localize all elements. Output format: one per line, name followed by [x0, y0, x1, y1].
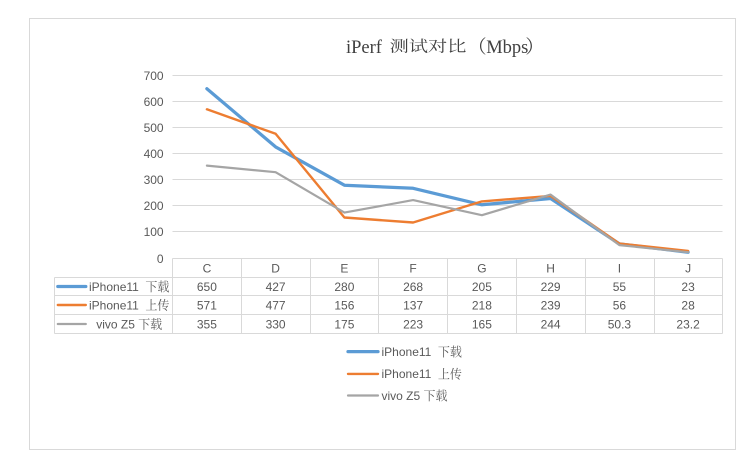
svg-text:G: G: [477, 261, 486, 275]
svg-text:vivo Z5: vivo Z5: [382, 389, 421, 403]
svg-text:400: 400: [144, 147, 164, 161]
svg-text:205: 205: [472, 280, 492, 294]
svg-text:300: 300: [144, 173, 164, 187]
svg-text:J: J: [685, 261, 691, 275]
svg-text:280: 280: [334, 280, 354, 294]
svg-text:355: 355: [197, 317, 217, 331]
svg-text:156: 156: [334, 298, 354, 312]
svg-text:200: 200: [144, 199, 164, 213]
svg-text:H: H: [546, 261, 555, 275]
svg-text:iPhone11: iPhone11: [382, 367, 432, 381]
svg-text:56: 56: [613, 298, 627, 312]
svg-text:50.3: 50.3: [608, 317, 632, 331]
svg-text:Mbps: Mbps: [486, 38, 528, 58]
svg-text:F: F: [409, 261, 416, 275]
svg-text:571: 571: [197, 298, 217, 312]
svg-text:650: 650: [197, 280, 217, 294]
svg-text:427: 427: [266, 280, 286, 294]
svg-text:175: 175: [334, 317, 354, 331]
svg-text:iPhone11: iPhone11: [89, 298, 139, 312]
svg-text:D: D: [271, 261, 280, 275]
svg-text:55: 55: [613, 280, 627, 294]
svg-text:0: 0: [157, 252, 164, 266]
svg-text:600: 600: [144, 95, 164, 109]
svg-text:iPerf: iPerf: [346, 38, 383, 58]
svg-text:239: 239: [541, 298, 561, 312]
svg-text:C: C: [203, 261, 212, 275]
svg-text:223: 223: [403, 317, 423, 331]
svg-text:477: 477: [266, 298, 286, 312]
svg-text:165: 165: [472, 317, 492, 331]
svg-text:500: 500: [144, 121, 164, 135]
svg-text:vivo Z5: vivo Z5: [96, 317, 135, 331]
svg-text:I: I: [618, 261, 621, 275]
svg-text:268: 268: [403, 280, 423, 294]
svg-text:28: 28: [681, 298, 695, 312]
svg-text:218: 218: [472, 298, 492, 312]
svg-text:330: 330: [266, 317, 286, 331]
svg-text:iPhone11: iPhone11: [382, 345, 432, 359]
svg-text:137: 137: [403, 298, 423, 312]
svg-text:229: 229: [541, 280, 561, 294]
svg-text:23: 23: [681, 280, 695, 294]
svg-text:E: E: [340, 261, 348, 275]
svg-text:iPhone11: iPhone11: [89, 280, 139, 294]
svg-text:244: 244: [541, 317, 561, 331]
svg-text:700: 700: [144, 69, 164, 83]
svg-text:23.2: 23.2: [676, 317, 700, 331]
svg-text:100: 100: [144, 225, 164, 239]
